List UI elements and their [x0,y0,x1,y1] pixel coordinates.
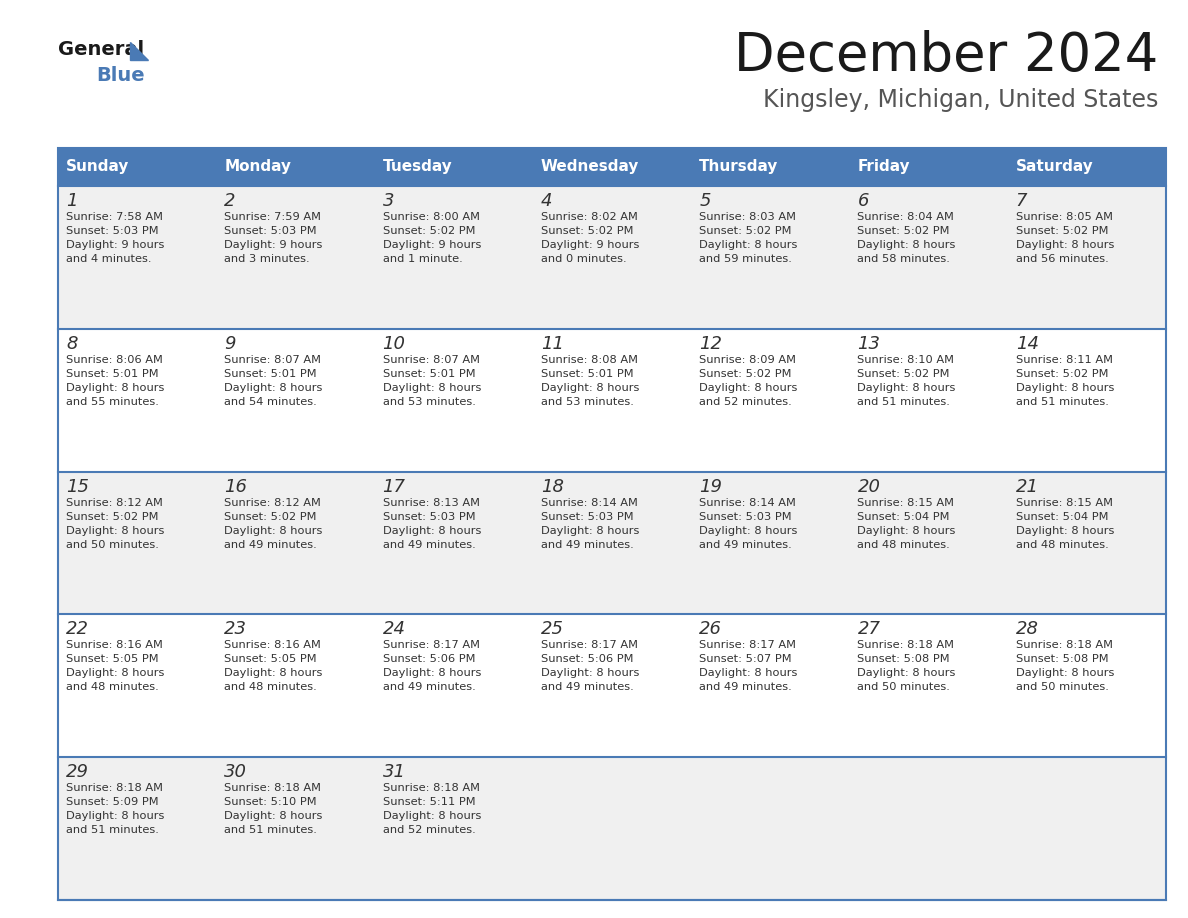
Text: 16: 16 [225,477,247,496]
Text: Sunday: Sunday [67,160,129,174]
Bar [374,148,533,186]
Text: 18: 18 [541,477,564,496]
Text: Sunrise: 8:04 AM
Sunset: 5:02 PM
Daylight: 8 hours
and 58 minutes.: Sunrise: 8:04 AM Sunset: 5:02 PM Dayligh… [858,212,956,264]
Text: 25: 25 [541,621,564,638]
Text: 30: 30 [225,763,247,781]
Polygon shape [129,42,148,60]
Text: 27: 27 [858,621,880,638]
Text: Sunrise: 8:12 AM
Sunset: 5:02 PM
Daylight: 8 hours
and 49 minutes.: Sunrise: 8:12 AM Sunset: 5:02 PM Dayligh… [225,498,323,550]
Text: Sunrise: 8:17 AM
Sunset: 5:06 PM
Daylight: 8 hours
and 49 minutes.: Sunrise: 8:17 AM Sunset: 5:06 PM Dayligh… [383,641,481,692]
Text: Saturday: Saturday [1016,160,1093,174]
Text: Thursday: Thursday [700,160,778,174]
Bar [58,472,1165,614]
Text: Blue: Blue [96,66,145,85]
Text: Sunrise: 8:17 AM
Sunset: 5:07 PM
Daylight: 8 hours
and 49 minutes.: Sunrise: 8:17 AM Sunset: 5:07 PM Dayligh… [700,641,797,692]
Text: Sunrise: 8:18 AM
Sunset: 5:08 PM
Daylight: 8 hours
and 50 minutes.: Sunrise: 8:18 AM Sunset: 5:08 PM Dayligh… [858,641,956,692]
Text: 23: 23 [225,621,247,638]
Text: Sunrise: 8:07 AM
Sunset: 5:01 PM
Daylight: 8 hours
and 53 minutes.: Sunrise: 8:07 AM Sunset: 5:01 PM Dayligh… [383,354,481,407]
Text: 21: 21 [1016,477,1038,496]
Text: 19: 19 [700,477,722,496]
Text: Sunrise: 8:18 AM
Sunset: 5:08 PM
Daylight: 8 hours
and 50 minutes.: Sunrise: 8:18 AM Sunset: 5:08 PM Dayligh… [1016,641,1114,692]
Bar [58,148,1165,900]
Bar [691,148,849,186]
Text: Sunrise: 8:15 AM
Sunset: 5:04 PM
Daylight: 8 hours
and 48 minutes.: Sunrise: 8:15 AM Sunset: 5:04 PM Dayligh… [858,498,956,550]
Text: Sunrise: 8:08 AM
Sunset: 5:01 PM
Daylight: 8 hours
and 53 minutes.: Sunrise: 8:08 AM Sunset: 5:01 PM Dayligh… [541,354,639,407]
Text: Sunrise: 8:00 AM
Sunset: 5:02 PM
Daylight: 9 hours
and 1 minute.: Sunrise: 8:00 AM Sunset: 5:02 PM Dayligh… [383,212,481,264]
Text: 1: 1 [67,192,77,210]
Text: 22: 22 [67,621,89,638]
Text: Sunrise: 7:59 AM
Sunset: 5:03 PM
Daylight: 9 hours
and 3 minutes.: Sunrise: 7:59 AM Sunset: 5:03 PM Dayligh… [225,212,323,264]
Text: Monday: Monday [225,160,291,174]
Bar [58,614,1165,757]
Text: 11: 11 [541,335,564,353]
Text: Sunrise: 8:18 AM
Sunset: 5:10 PM
Daylight: 8 hours
and 51 minutes.: Sunrise: 8:18 AM Sunset: 5:10 PM Dayligh… [225,783,323,835]
Text: Sunrise: 8:07 AM
Sunset: 5:01 PM
Daylight: 8 hours
and 54 minutes.: Sunrise: 8:07 AM Sunset: 5:01 PM Dayligh… [225,354,323,407]
Text: Sunrise: 8:05 AM
Sunset: 5:02 PM
Daylight: 8 hours
and 56 minutes.: Sunrise: 8:05 AM Sunset: 5:02 PM Dayligh… [1016,212,1114,264]
Bar [1007,148,1165,186]
Text: 12: 12 [700,335,722,353]
Text: General: General [58,40,144,59]
Text: Sunrise: 8:18 AM
Sunset: 5:11 PM
Daylight: 8 hours
and 52 minutes.: Sunrise: 8:18 AM Sunset: 5:11 PM Dayligh… [383,783,481,835]
Text: Sunrise: 8:16 AM
Sunset: 5:05 PM
Daylight: 8 hours
and 48 minutes.: Sunrise: 8:16 AM Sunset: 5:05 PM Dayligh… [67,641,164,692]
Text: Sunrise: 8:03 AM
Sunset: 5:02 PM
Daylight: 8 hours
and 59 minutes.: Sunrise: 8:03 AM Sunset: 5:02 PM Dayligh… [700,212,797,264]
Bar [58,757,1165,900]
Text: 28: 28 [1016,621,1038,638]
Text: 6: 6 [858,192,868,210]
Text: 9: 9 [225,335,235,353]
Text: Sunrise: 8:17 AM
Sunset: 5:06 PM
Daylight: 8 hours
and 49 minutes.: Sunrise: 8:17 AM Sunset: 5:06 PM Dayligh… [541,641,639,692]
Bar [216,148,374,186]
Text: 3: 3 [383,192,394,210]
Text: 14: 14 [1016,335,1038,353]
Text: Sunrise: 8:09 AM
Sunset: 5:02 PM
Daylight: 8 hours
and 52 minutes.: Sunrise: 8:09 AM Sunset: 5:02 PM Dayligh… [700,354,797,407]
Text: Sunrise: 8:13 AM
Sunset: 5:03 PM
Daylight: 8 hours
and 49 minutes.: Sunrise: 8:13 AM Sunset: 5:03 PM Dayligh… [383,498,481,550]
Text: 17: 17 [383,477,405,496]
Text: 13: 13 [858,335,880,353]
Text: Sunrise: 8:14 AM
Sunset: 5:03 PM
Daylight: 8 hours
and 49 minutes.: Sunrise: 8:14 AM Sunset: 5:03 PM Dayligh… [700,498,797,550]
Text: 26: 26 [700,621,722,638]
Text: 4: 4 [541,192,552,210]
Text: Friday: Friday [858,160,910,174]
Text: Wednesday: Wednesday [541,160,639,174]
Text: 15: 15 [67,477,89,496]
Text: 10: 10 [383,335,405,353]
Bar [58,148,216,186]
Text: Sunrise: 8:02 AM
Sunset: 5:02 PM
Daylight: 9 hours
and 0 minutes.: Sunrise: 8:02 AM Sunset: 5:02 PM Dayligh… [541,212,639,264]
Bar [58,186,1165,329]
Text: Tuesday: Tuesday [383,160,453,174]
Text: 8: 8 [67,335,77,353]
Text: Sunrise: 8:11 AM
Sunset: 5:02 PM
Daylight: 8 hours
and 51 minutes.: Sunrise: 8:11 AM Sunset: 5:02 PM Dayligh… [1016,354,1114,407]
Bar [58,329,1165,472]
Text: 24: 24 [383,621,405,638]
Text: 20: 20 [858,477,880,496]
Text: 7: 7 [1016,192,1028,210]
Text: Sunrise: 8:14 AM
Sunset: 5:03 PM
Daylight: 8 hours
and 49 minutes.: Sunrise: 8:14 AM Sunset: 5:03 PM Dayligh… [541,498,639,550]
Bar [533,148,691,186]
Text: 2: 2 [225,192,235,210]
Text: Sunrise: 7:58 AM
Sunset: 5:03 PM
Daylight: 9 hours
and 4 minutes.: Sunrise: 7:58 AM Sunset: 5:03 PM Dayligh… [67,212,164,264]
Text: Sunrise: 8:16 AM
Sunset: 5:05 PM
Daylight: 8 hours
and 48 minutes.: Sunrise: 8:16 AM Sunset: 5:05 PM Dayligh… [225,641,323,692]
Text: Kingsley, Michigan, United States: Kingsley, Michigan, United States [763,88,1158,112]
Text: 5: 5 [700,192,710,210]
Text: Sunrise: 8:18 AM
Sunset: 5:09 PM
Daylight: 8 hours
and 51 minutes.: Sunrise: 8:18 AM Sunset: 5:09 PM Dayligh… [67,783,164,835]
Text: Sunrise: 8:12 AM
Sunset: 5:02 PM
Daylight: 8 hours
and 50 minutes.: Sunrise: 8:12 AM Sunset: 5:02 PM Dayligh… [67,498,164,550]
Text: December 2024: December 2024 [734,30,1158,82]
Text: Sunrise: 8:06 AM
Sunset: 5:01 PM
Daylight: 8 hours
and 55 minutes.: Sunrise: 8:06 AM Sunset: 5:01 PM Dayligh… [67,354,164,407]
Text: Sunrise: 8:10 AM
Sunset: 5:02 PM
Daylight: 8 hours
and 51 minutes.: Sunrise: 8:10 AM Sunset: 5:02 PM Dayligh… [858,354,956,407]
Bar [849,148,1007,186]
Text: 29: 29 [67,763,89,781]
Text: 31: 31 [383,763,405,781]
Text: Sunrise: 8:15 AM
Sunset: 5:04 PM
Daylight: 8 hours
and 48 minutes.: Sunrise: 8:15 AM Sunset: 5:04 PM Dayligh… [1016,498,1114,550]
